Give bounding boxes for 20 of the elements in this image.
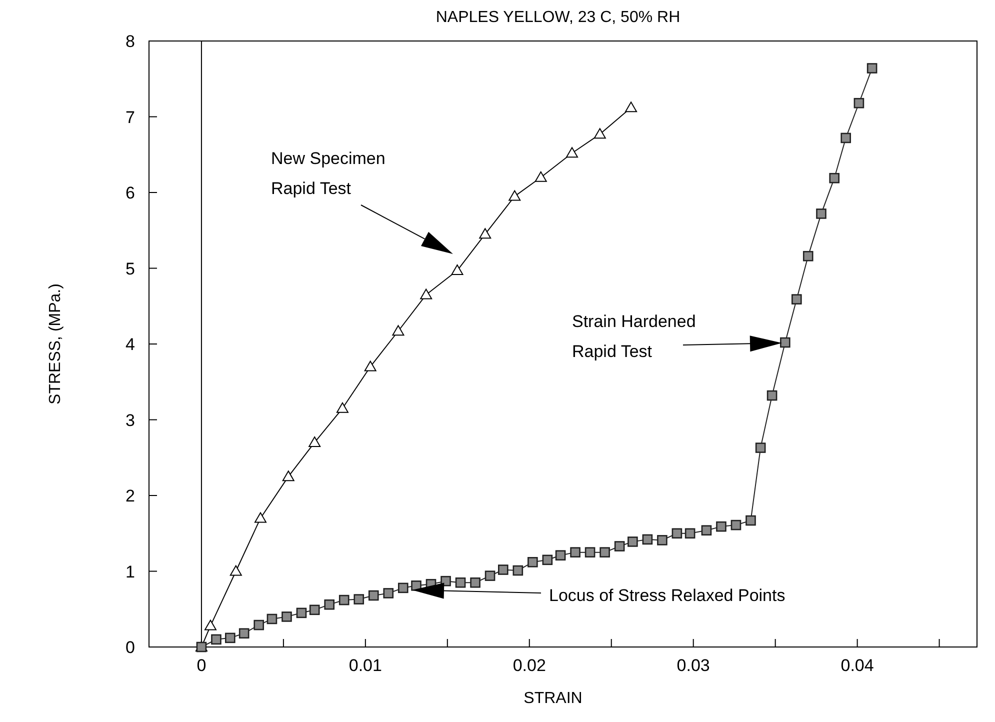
y-tick-label: 7 — [126, 108, 135, 127]
x-tick-label: 0.01 — [348, 656, 382, 675]
chart-title: NAPLES YELLOW, 23 C, 50% RH — [436, 9, 680, 26]
y-axis-title: STRESS, (MPa.) — [47, 284, 64, 404]
annotation: Strain Hardened Rapid Test — [572, 312, 696, 361]
y-tick-label: 4 — [126, 335, 135, 354]
x-tick-label: 0.02 — [512, 656, 546, 675]
y-tick-label: 6 — [126, 184, 135, 202]
x-tick-label: 0.03 — [676, 656, 710, 675]
y-tick-label: 1 — [126, 562, 135, 582]
x-tick-label: 0.04 — [840, 656, 874, 675]
y-tick-label: 0 — [126, 638, 135, 657]
y-tick-label: 2 — [126, 486, 135, 506]
y-tick-label: 3 — [126, 410, 135, 430]
y-tick-label: 5 — [126, 259, 135, 278]
annotation: Locus of Stress Relaxed Points — [549, 586, 786, 605]
y-tick-label: 8 — [126, 32, 135, 51]
x-axis-title: STRAIN — [524, 690, 582, 707]
annotation: New Specimen Rapid Test — [271, 149, 386, 198]
x-tick-label: 0 — [196, 656, 206, 675]
